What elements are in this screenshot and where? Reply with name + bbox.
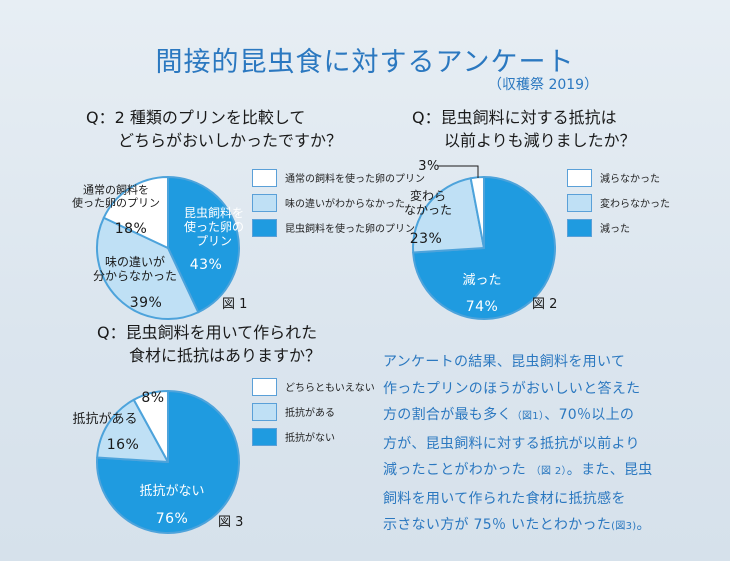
chart1-legend-item: 昆虫飼料を使った卵のプリン (252, 215, 425, 240)
summary-line: アンケートの結果、昆虫飼料を用いて (383, 354, 626, 370)
chart2-figure-label: 図 2 (532, 297, 558, 312)
chart2-slice-3-value: 3% (418, 159, 440, 174)
chart3-slice-3-value: 8% (141, 390, 164, 406)
summary-line: 方が、昆虫飼料に対する抵抗が以前より (383, 435, 640, 452)
chart2-leader-line (438, 165, 479, 178)
legend-swatch (252, 218, 277, 237)
chart1-question: Q：2 種類のプリンを比較して どちらがおいしかったですか？ (86, 108, 343, 150)
legend-swatch (567, 218, 592, 237)
chart3-pie: 抵抗がない 76% 抵抗がある 16% 8% (72, 390, 240, 534)
chart2-legend-item: 減らなかった (567, 165, 670, 190)
legend-label: 通常の飼料を使った卵のプリン (285, 174, 425, 185)
legend-swatch (567, 168, 592, 187)
chart1-legend: 通常の飼料を使った卵のプリン 味の違いがわからなかった 昆虫飼料を使った卵のプリン (252, 165, 425, 240)
chart1-figure-label: 図 1 (222, 297, 248, 312)
chart3-legend-item: 抵抗がある (252, 399, 375, 424)
chart2-question: Q：昆虫飼料に対する抵抗は 以前よりも減りましたか？ (412, 108, 636, 150)
summary-line: 飼料を用いて作られた食材に抵抗感を (383, 490, 626, 507)
chart3-legend: どちらともいえない 抵抗がある抵抗がない (252, 374, 375, 449)
chart1-slice-2-value: 39% (130, 295, 163, 311)
legend-swatch (252, 193, 277, 212)
chart3-legend-item: どちらともいえない (252, 374, 375, 399)
legend-label: 減った (600, 224, 630, 235)
chart1-slice-3 (102, 176, 169, 249)
chart1-slice-3-value: 18% (115, 221, 148, 237)
chart1-pie: 昆虫飼料を使った卵のプリン 43% 味の違いが分からなかった 39% 通常の飼料を使った… (72, 176, 244, 320)
chart2-slice-2-value: 23% (410, 231, 443, 247)
summary-line: 方の割合が最も多く（図1）、70％以上の (383, 407, 635, 423)
chart1-legend-item: 通常の飼料を使った卵のプリン (252, 165, 425, 190)
chart2-legend-item: 減った (567, 215, 670, 240)
chart3-question: Q：昆虫飼料を用いて作られた 食材に抵抗はありますか？ (97, 323, 322, 365)
chart3-slice-3 (132, 390, 169, 463)
summary-line: 示さない方が 75％ いたとわかった(図3)。 (383, 517, 651, 533)
legend-swatch (252, 168, 277, 187)
chart3-slice-2-value: 16% (107, 437, 140, 453)
chart2-pie: 減った 74% 変わらなかった 23% 3% (404, 159, 556, 320)
chart3-slice-1-label: 抵抗がない (139, 484, 204, 499)
legend-swatch (252, 402, 277, 421)
chart2-slice-2 (412, 177, 485, 254)
legend-label: 抵抗がない (285, 433, 335, 444)
chart3-figure-label: 図 3 (218, 515, 244, 530)
chart1-slice-1-label: 昆虫飼料を使った卵のプリン (184, 205, 244, 248)
summary-line: 作ったプリンのほうがおいしいと答えた (383, 380, 641, 397)
legend-swatch (252, 427, 277, 446)
chart2-slice-1-label: 減った (462, 272, 501, 288)
page-subtitle: （収穫祭 2019） (488, 77, 599, 93)
legend-label: 減らなかった (600, 174, 660, 185)
chart1-slice-2-label: 味の違いが分からなかった (93, 254, 177, 283)
legend-label: 昆虫飼料を使った卵のプリン (285, 224, 415, 235)
chart1-slice-2 (96, 216, 200, 320)
legend-label: 抵抗がある (285, 408, 335, 419)
legend-label: 味の違いがわからなかった (285, 199, 405, 210)
chart3-slice-2-label: 抵抗がある (72, 412, 137, 427)
chart1-slice-1-value: 43% (190, 257, 223, 273)
chart3-slice-2 (96, 398, 169, 463)
chart2-slice-2-label: 変わらなかった (404, 188, 452, 217)
summary-line: 減ったことがわかった （図 2）。また、昆虫 (383, 462, 653, 478)
chart2-slice-3 (469, 176, 485, 249)
legend-label: 変わらなかった (600, 199, 670, 210)
summary-text: アンケートの結果、昆虫飼料を用いて 作ったプリンのほうがおいしいと答えた 方の割合が… (383, 349, 683, 541)
legend-label: どちらともいえない (285, 383, 375, 394)
chart3-legend-item: 抵抗がない (252, 424, 375, 449)
legend-swatch (252, 377, 277, 396)
chart2-legend-item: 変わらなかった (567, 190, 670, 215)
legend-swatch (567, 193, 592, 212)
chart1-legend-item: 味の違いがわからなかった (252, 190, 425, 215)
chart2-slice-1-value: 74% (466, 299, 499, 315)
chart1-slice-3-label: 通常の飼料を使った卵のプリン (72, 183, 160, 210)
chart3-slice-1-value: 76% (156, 511, 189, 527)
chart2-legend: 減らなかった 変わらなかった 減った (567, 165, 670, 240)
page-title: 間接的昆虫食に対するアンケート (155, 47, 575, 78)
chart1-slice-1 (167, 176, 240, 314)
